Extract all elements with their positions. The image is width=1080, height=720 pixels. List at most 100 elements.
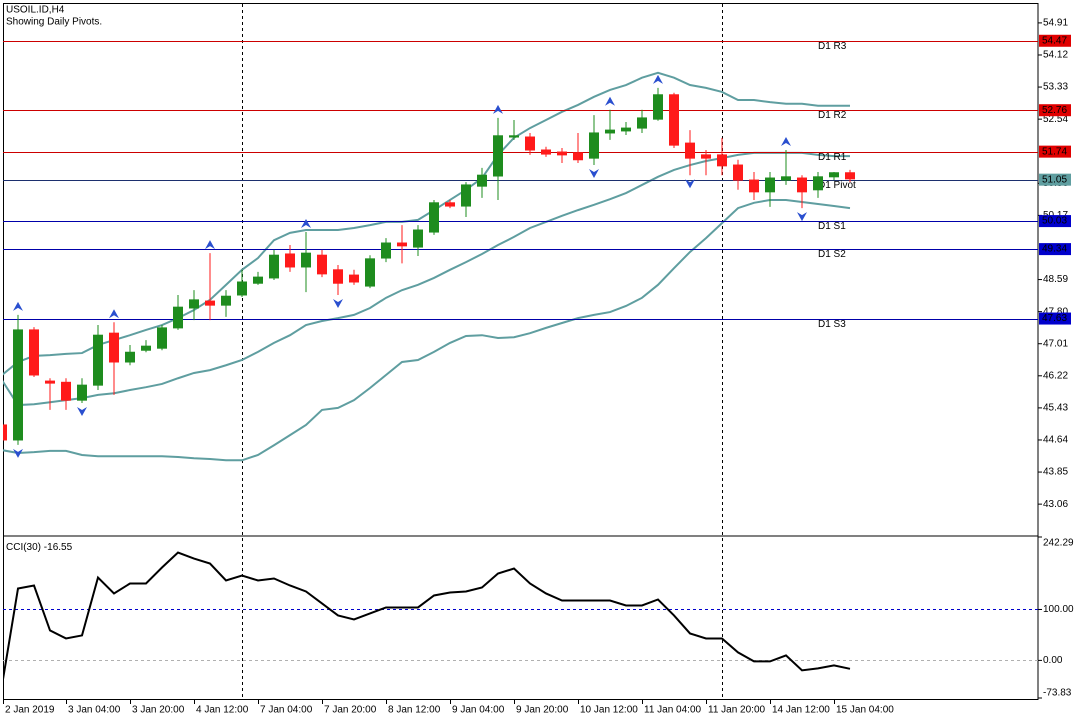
- candle-body: [173, 306, 183, 329]
- candle-body: [29, 329, 39, 376]
- y-tick-label: 47.01: [1043, 338, 1068, 349]
- candle-body: [205, 300, 215, 306]
- fractal-down: [333, 298, 343, 308]
- fractal-up: [653, 74, 663, 84]
- candle-body: [93, 334, 103, 386]
- fractal-up: [205, 240, 215, 250]
- x-tick-label: 14 Jan 12:00: [772, 705, 830, 716]
- candle-body: [509, 135, 519, 138]
- cci-last-value: -16.55: [44, 542, 73, 553]
- candle-body: [221, 295, 231, 306]
- pivot-value: 52.76: [1042, 105, 1067, 116]
- pivot-label: D1 R3: [818, 41, 847, 52]
- cci-line: [3, 551, 851, 686]
- candle-body: [125, 351, 135, 363]
- candle-body: [541, 149, 551, 155]
- frame: [3, 3, 1039, 700]
- pivot-value-box: [1039, 215, 1071, 228]
- candle-body: [141, 345, 151, 351]
- y-tick-label: -73.83: [1043, 688, 1072, 699]
- pivot-label: D1 R2: [818, 110, 847, 121]
- fractal-down: [685, 179, 695, 189]
- candle-body: [285, 253, 295, 268]
- cci-title: CCI(30) -16.55: [6, 542, 73, 553]
- pivot-label: D1 Pivot: [818, 180, 856, 191]
- candle-body: [45, 380, 55, 384]
- candle-body: [685, 142, 695, 159]
- pivot-value: 51.74: [1042, 146, 1067, 157]
- candle-body: [845, 172, 855, 180]
- candle-body: [109, 332, 119, 363]
- candle-body: [525, 136, 535, 151]
- y-tick-label: 0.00: [1043, 655, 1063, 666]
- candle-body: [797, 177, 807, 193]
- y-tick-label: 45.43: [1043, 403, 1068, 414]
- y-tick-label: 43.85: [1043, 467, 1068, 478]
- x-tick-label: 11 Jan 20:00: [708, 705, 766, 716]
- candle-body: [397, 242, 407, 247]
- pivot-value: 51.05: [1042, 174, 1067, 185]
- x-tick-label: 7 Jan 20:00: [324, 705, 377, 716]
- cci-name: CCI(30): [6, 542, 41, 553]
- candle-body: [445, 202, 455, 207]
- pivot-value-box: [1039, 312, 1071, 325]
- fractal-up: [301, 219, 311, 229]
- pivot-value: 54.47: [1042, 35, 1067, 46]
- fractal-down: [77, 407, 87, 417]
- x-tick-label: 3 Jan 20:00: [132, 705, 185, 716]
- fractal-up: [13, 301, 23, 311]
- pivot-value-box: [1039, 243, 1071, 256]
- candle-body: [781, 176, 791, 181]
- pivot-label: D1 R1: [818, 152, 847, 163]
- y-tick-label: 53.33: [1043, 82, 1068, 93]
- candle-body: [189, 299, 199, 309]
- candle-body: [253, 276, 263, 284]
- candle-body: [589, 132, 599, 159]
- candle-body: [733, 164, 743, 181]
- candle-body: [461, 184, 471, 207]
- candle-body: [621, 127, 631, 132]
- axes: 54.9154.1253.3352.5450.9650.1748.5947.80…: [3, 18, 1074, 716]
- pivot-value: 50.03: [1042, 216, 1067, 227]
- candle-body: [61, 381, 71, 401]
- candle-body: [605, 129, 615, 134]
- x-tick-label: 10 Jan 12:00: [580, 705, 638, 716]
- candle-body: [477, 174, 487, 187]
- fractal-down: [589, 169, 599, 179]
- pivot-value: 47.63: [1042, 313, 1067, 324]
- fractal-up: [109, 309, 119, 319]
- band-upper: [3, 71, 850, 376]
- candle-body: [413, 229, 423, 248]
- band-lower: [3, 198, 851, 462]
- y-tick-label: 47.80: [1043, 306, 1068, 317]
- y-tick-label: 44.64: [1043, 435, 1068, 446]
- candle-body: [701, 154, 711, 159]
- fractal-up: [605, 96, 615, 106]
- pivot-note: Showing Daily Pivots.: [6, 17, 102, 28]
- x-tick-label: 9 Jan 04:00: [452, 705, 505, 716]
- candle-body: [365, 258, 375, 287]
- candle-body: [653, 94, 663, 120]
- candle-body: [573, 152, 583, 161]
- fractal-down: [797, 212, 807, 222]
- candle-body: [3, 424, 7, 441]
- candle-body: [813, 176, 823, 191]
- x-tick-label: 3 Jan 04:00: [68, 705, 121, 716]
- candle-body: [269, 254, 279, 279]
- candle-body: [493, 135, 503, 177]
- fractal-down: [13, 448, 23, 458]
- candle-body: [429, 202, 439, 233]
- symbol-label: USOIL.ID,H4: [6, 5, 65, 16]
- pivot-label: D1 S3: [818, 319, 846, 330]
- candle-body: [557, 151, 567, 156]
- pivot-label: D1 S1: [818, 221, 846, 232]
- pivot-value-box: [1039, 104, 1071, 117]
- candle-body: [237, 281, 247, 296]
- candle-body: [13, 329, 23, 441]
- fractal-up: [781, 137, 791, 147]
- candle-body: [765, 177, 775, 193]
- y-tick-label: 242.29: [1043, 538, 1074, 549]
- fractal-up: [493, 104, 503, 114]
- x-tick-label: 9 Jan 20:00: [516, 705, 569, 716]
